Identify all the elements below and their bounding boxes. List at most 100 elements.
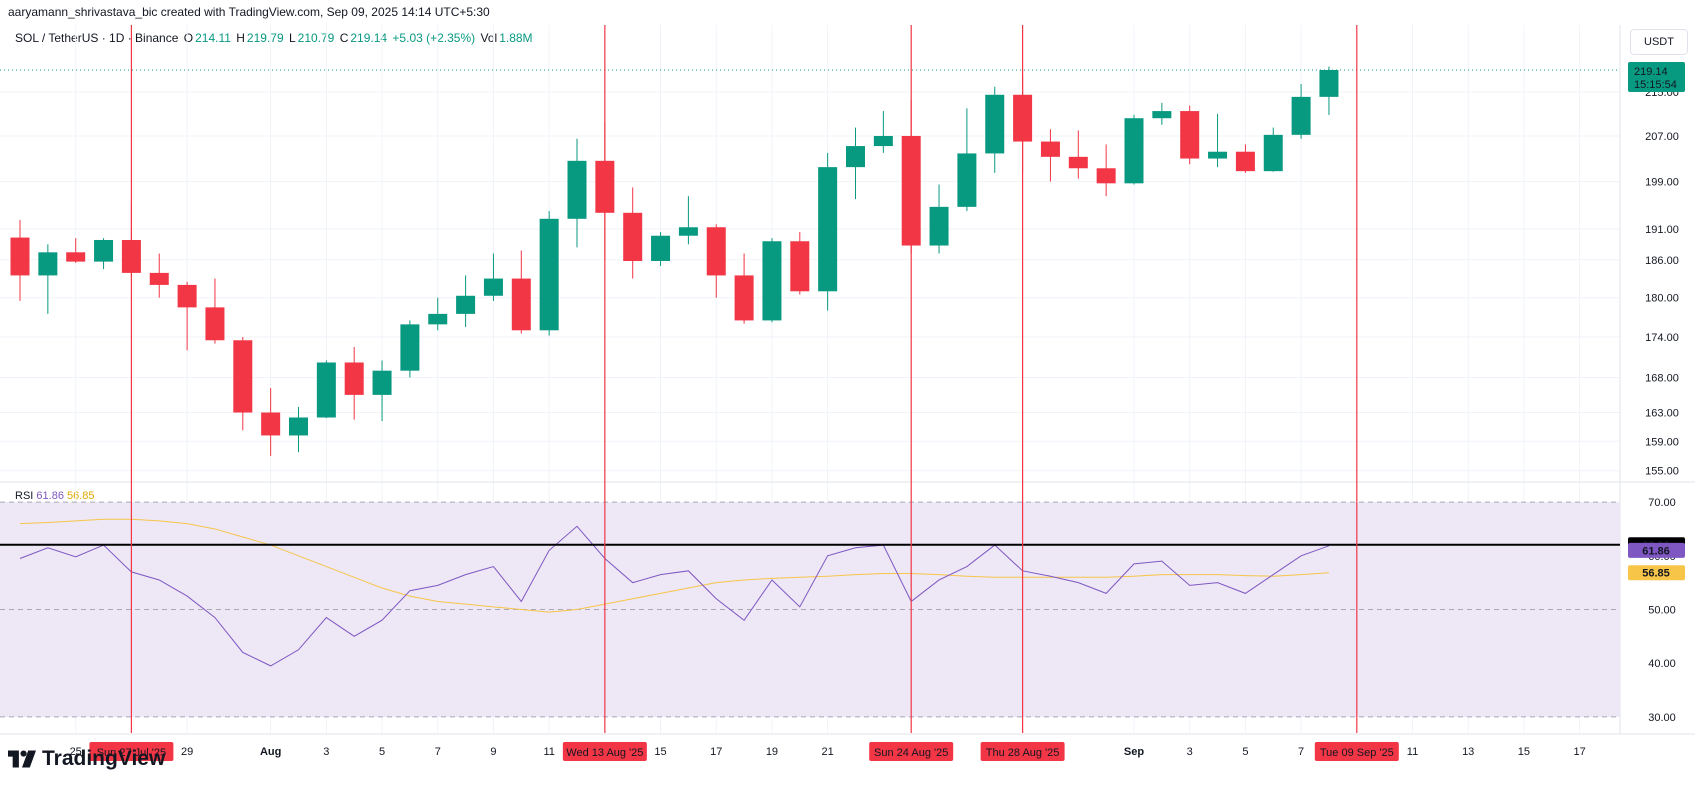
candle-body (205, 307, 225, 341)
rsi-ma-tag-bg (1628, 565, 1685, 581)
candle (873, 111, 893, 153)
candle (1208, 113, 1228, 168)
candle (94, 238, 114, 270)
date-marker-text: Thu 28 Aug '25 (986, 747, 1060, 759)
time-tick-label: 7 (435, 746, 441, 758)
high-value: 219.79 (246, 31, 284, 45)
candle (177, 281, 197, 351)
open-value: 214.11 (195, 31, 231, 45)
price-tick-label: 199.00 (1645, 177, 1679, 189)
candle (1291, 84, 1311, 139)
price-tick-label: 207.00 (1645, 131, 1679, 143)
date-marker-bg (89, 742, 174, 761)
candle-body (678, 227, 698, 236)
rsi-line (19, 525, 1330, 667)
candle-body (483, 278, 503, 296)
candle (790, 232, 810, 295)
time-tick-label: 25 (70, 746, 82, 758)
candle-body (790, 241, 810, 292)
time-tick-label: 19 (766, 746, 778, 758)
rsi-value-tag-text: 61.86 (1642, 545, 1670, 557)
date-marker-label: Tue 09 Sep '25 (1314, 742, 1399, 761)
symbol-title[interactable]: SOL / TetherUS · 1D · Binance (15, 31, 179, 45)
candle (818, 152, 838, 311)
time-tick-label: 9 (490, 746, 496, 758)
candle-body (428, 313, 448, 325)
candle-body (734, 275, 754, 321)
currency-button[interactable]: USDT (1630, 29, 1688, 55)
high-key: H (236, 31, 245, 45)
candle (344, 346, 364, 420)
time-tick-label: 11 (543, 746, 554, 758)
candle (1235, 144, 1255, 173)
candle (456, 275, 476, 327)
date-marker-text: Sun 27 Jul '25 (97, 747, 166, 759)
candle-body (1152, 111, 1172, 119)
candle (846, 127, 865, 200)
candle (1152, 102, 1172, 125)
date-marker-text: Tue 09 Sep '25 (1320, 747, 1394, 759)
rsi-ma-tag: 56.85 (1628, 565, 1685, 581)
time-tick-label: 5 (379, 746, 385, 758)
price-tick-label: 186.00 (1645, 255, 1679, 267)
rsi-value-tag: 61.86 (1628, 542, 1685, 558)
date-marker-label: Thu 28 Aug '25 (980, 742, 1065, 761)
candle (400, 320, 420, 378)
date-marker-text: Wed 13 Aug '25 (566, 747, 643, 759)
price-tick-label: 174.00 (1645, 332, 1679, 344)
rsi-tick-label: 50.00 (1648, 605, 1676, 617)
time-tick-label: 11 (1407, 746, 1418, 758)
candle (428, 297, 448, 331)
candle (205, 278, 225, 344)
candle-body (985, 94, 1005, 154)
candle-body (539, 218, 559, 331)
rsi-name[interactable]: RSI (15, 490, 34, 502)
candle (539, 211, 559, 336)
candle-body (66, 252, 86, 262)
candle (1068, 130, 1088, 179)
tradingview-logo-icon (8, 750, 36, 768)
candle (957, 108, 977, 212)
candle-body (818, 167, 838, 292)
candle-body (567, 160, 587, 219)
rsi-tick-label: 40.00 (1648, 658, 1676, 670)
rsi-ma-value: 56.85 (67, 490, 95, 502)
candle-body (873, 135, 893, 147)
candle (678, 196, 698, 245)
candle-body (372, 370, 392, 395)
candle (985, 86, 1005, 173)
candle-body (149, 272, 169, 285)
candle-body (10, 237, 30, 276)
price-tick-label: 163.00 (1645, 408, 1679, 420)
time-tick-label: 3 (323, 746, 329, 758)
candle (316, 360, 336, 419)
candle (1096, 144, 1116, 197)
candle-body (344, 362, 364, 395)
date-marker-bg (869, 742, 954, 761)
candle-body (623, 212, 643, 261)
date-marker-bg (1314, 742, 1399, 761)
date-marker-bg (562, 742, 647, 761)
volume-value: 1.88M (499, 31, 533, 45)
candle (372, 360, 392, 422)
change-value: +5.03 (+2.35%) (392, 31, 476, 45)
candle-body (846, 146, 865, 168)
candle-body (1208, 151, 1228, 159)
candle-body (1040, 141, 1060, 157)
rsi-ma-line (19, 518, 1329, 613)
low-key: L (288, 31, 296, 45)
candle-body (762, 241, 782, 321)
rsi-value-tag-bg (1628, 542, 1685, 558)
candle (1040, 129, 1060, 182)
price-tick-label: 191.00 (1645, 224, 1679, 236)
tradingview-brand[interactable]: TradingView (8, 747, 165, 771)
candle-body (511, 278, 531, 331)
time-tick-label: 15 (654, 746, 666, 758)
candle (38, 244, 58, 314)
candle-body (1068, 156, 1088, 169)
rsi-tick-label: 30.00 (1648, 712, 1676, 724)
rsi-value: 61.86 (36, 490, 64, 502)
candle-body (651, 235, 671, 261)
price-tick-label: 159.00 (1645, 436, 1679, 448)
